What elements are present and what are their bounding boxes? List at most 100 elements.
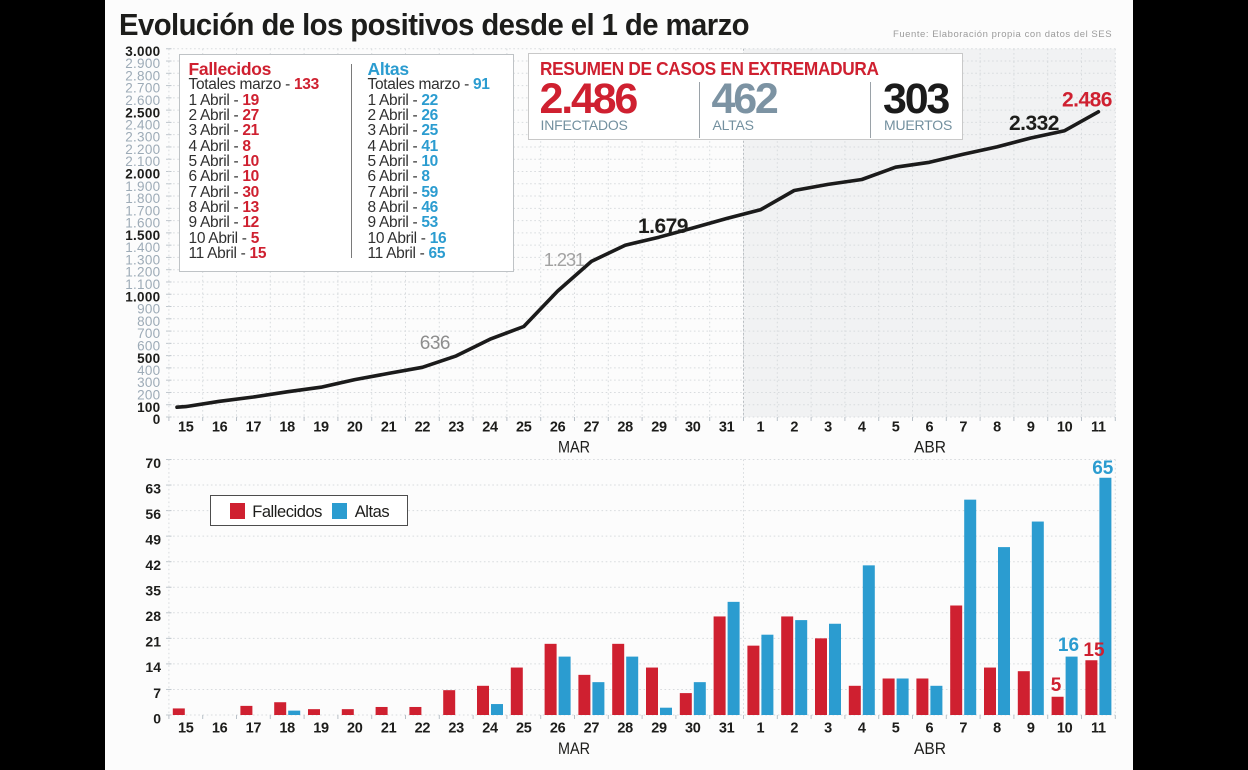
svg-text:1.600: 1.600 — [125, 216, 160, 231]
svg-text:10: 10 — [1057, 420, 1073, 436]
svg-text:1.100: 1.100 — [125, 277, 160, 292]
svg-text:0: 0 — [153, 412, 161, 427]
svg-text:2.332: 2.332 — [1009, 112, 1059, 135]
svg-text:2.486: 2.486 — [1062, 89, 1112, 112]
svg-text:1: 1 — [757, 721, 765, 737]
svg-text:18: 18 — [279, 420, 295, 436]
svg-text:2: 2 — [790, 420, 798, 436]
svg-text:16: 16 — [212, 420, 228, 436]
svg-text:18: 18 — [279, 721, 295, 737]
svg-text:28: 28 — [617, 721, 633, 737]
svg-text:300: 300 — [137, 375, 160, 390]
svg-text:31: 31 — [719, 420, 735, 436]
svg-text:30: 30 — [685, 420, 701, 436]
svg-text:3: 3 — [824, 420, 832, 436]
svg-text:27: 27 — [584, 420, 600, 436]
svg-text:21: 21 — [381, 420, 397, 436]
svg-text:636: 636 — [420, 333, 450, 354]
svg-text:17: 17 — [246, 420, 262, 436]
svg-text:11: 11 — [1091, 721, 1106, 737]
svg-text:5: 5 — [1051, 675, 1062, 696]
svg-text:1.800: 1.800 — [125, 191, 160, 206]
svg-text:100: 100 — [137, 400, 160, 415]
svg-text:23: 23 — [448, 721, 464, 737]
svg-text:1: 1 — [757, 420, 765, 436]
svg-text:800: 800 — [137, 314, 160, 329]
svg-text:17: 17 — [246, 721, 262, 737]
svg-text:28: 28 — [617, 420, 633, 436]
svg-text:400: 400 — [137, 363, 160, 378]
svg-text:21: 21 — [381, 721, 397, 737]
svg-text:65: 65 — [1092, 458, 1114, 479]
svg-text:2.800: 2.800 — [125, 68, 160, 83]
svg-text:24: 24 — [482, 420, 498, 436]
svg-text:6: 6 — [926, 721, 934, 737]
svg-text:1.000: 1.000 — [125, 289, 160, 304]
svg-text:1.900: 1.900 — [125, 179, 160, 194]
svg-text:1.231: 1.231 — [544, 249, 585, 270]
svg-text:7: 7 — [153, 685, 161, 701]
svg-text:29: 29 — [651, 420, 667, 436]
svg-text:16: 16 — [1058, 635, 1079, 656]
svg-text:2: 2 — [790, 721, 798, 737]
svg-text:200: 200 — [137, 387, 160, 402]
svg-text:MAR: MAR — [558, 438, 590, 457]
svg-text:3: 3 — [824, 721, 832, 737]
svg-text:7: 7 — [959, 721, 967, 737]
svg-text:15: 15 — [178, 721, 194, 737]
svg-text:500: 500 — [137, 351, 160, 366]
svg-text:26: 26 — [550, 420, 566, 436]
svg-text:5: 5 — [892, 721, 900, 737]
svg-text:21: 21 — [145, 634, 161, 650]
svg-text:30: 30 — [685, 721, 701, 737]
svg-text:19: 19 — [313, 721, 329, 737]
svg-text:2.400: 2.400 — [125, 117, 160, 132]
svg-text:15: 15 — [178, 420, 194, 436]
svg-text:2.700: 2.700 — [125, 81, 160, 96]
svg-text:63: 63 — [145, 480, 161, 496]
svg-text:26: 26 — [550, 721, 566, 737]
svg-text:24: 24 — [482, 721, 498, 737]
svg-text:900: 900 — [137, 302, 160, 317]
svg-text:3.000: 3.000 — [125, 44, 160, 59]
svg-text:23: 23 — [448, 420, 464, 436]
svg-text:4: 4 — [858, 721, 866, 737]
svg-text:1.400: 1.400 — [125, 240, 160, 255]
svg-text:20: 20 — [347, 721, 363, 737]
svg-text:10: 10 — [1057, 721, 1073, 737]
svg-text:20: 20 — [347, 420, 363, 436]
svg-text:2.300: 2.300 — [125, 130, 160, 145]
svg-text:16: 16 — [212, 721, 228, 737]
svg-text:1.300: 1.300 — [125, 252, 160, 267]
svg-text:2.200: 2.200 — [125, 142, 160, 157]
svg-text:14: 14 — [145, 659, 161, 675]
svg-text:1.200: 1.200 — [125, 265, 160, 280]
svg-text:5: 5 — [892, 420, 900, 436]
svg-text:2.500: 2.500 — [125, 105, 160, 120]
svg-text:600: 600 — [137, 338, 160, 353]
svg-text:29: 29 — [651, 721, 667, 737]
svg-text:7: 7 — [959, 420, 967, 436]
svg-text:31: 31 — [719, 721, 735, 737]
svg-text:ABR: ABR — [914, 739, 946, 758]
svg-text:22: 22 — [415, 721, 431, 737]
svg-text:2.600: 2.600 — [125, 93, 160, 108]
svg-text:19: 19 — [313, 420, 329, 436]
svg-text:28: 28 — [145, 608, 161, 624]
svg-text:ABR: ABR — [914, 438, 946, 457]
svg-text:56: 56 — [145, 506, 161, 522]
svg-text:6: 6 — [926, 420, 934, 436]
svg-text:22: 22 — [415, 420, 431, 436]
svg-text:35: 35 — [145, 583, 161, 599]
svg-text:8: 8 — [993, 721, 1001, 737]
svg-text:42: 42 — [145, 557, 161, 573]
svg-text:2.000: 2.000 — [125, 167, 160, 182]
svg-text:9: 9 — [1027, 420, 1035, 436]
svg-text:1.500: 1.500 — [125, 228, 160, 243]
svg-text:25: 25 — [516, 721, 532, 737]
svg-text:1.679: 1.679 — [638, 215, 688, 238]
svg-text:25: 25 — [516, 420, 532, 436]
svg-text:2.900: 2.900 — [125, 56, 160, 71]
svg-text:4: 4 — [858, 420, 866, 436]
svg-text:27: 27 — [584, 721, 600, 737]
